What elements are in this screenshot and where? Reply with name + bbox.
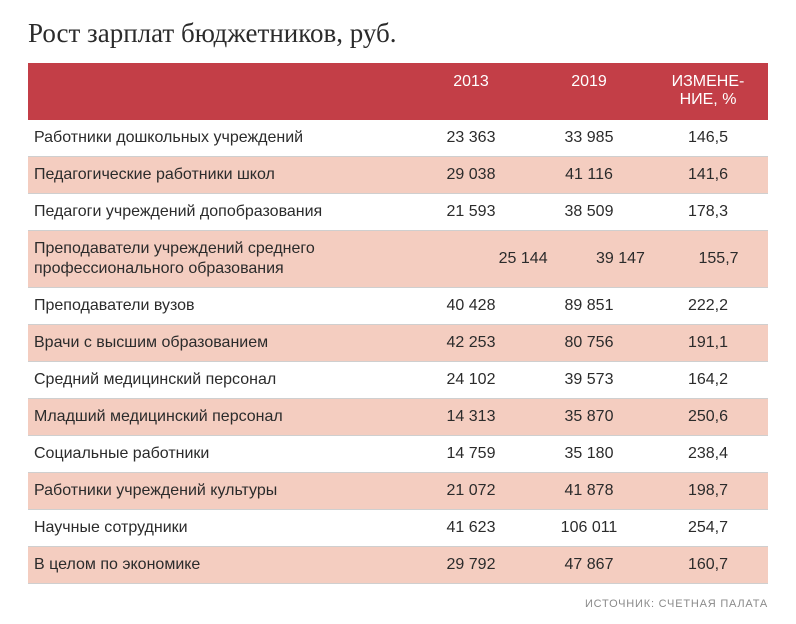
table-row: Педагоги учреждений допобразования21 593… xyxy=(28,194,768,231)
row-year1: 29 792 xyxy=(412,548,530,582)
row-label: Научные сотрудники xyxy=(28,510,412,546)
row-year2: 39 573 xyxy=(530,363,648,397)
row-year2: 89 851 xyxy=(530,289,648,323)
row-year2: 80 756 xyxy=(530,326,648,360)
row-change: 164,2 xyxy=(648,363,768,397)
row-label: Преподаватели вузов xyxy=(28,288,412,324)
table-header: 2013 2019 ИЗМЕНЕ- НИЕ, % xyxy=(28,63,768,120)
row-label: Работники дошкольных учреждений xyxy=(28,120,412,156)
table-row: Работники учреждений культуры21 07241 87… xyxy=(28,473,768,510)
table-row: Младший медицинский персонал14 31335 870… xyxy=(28,399,768,436)
row-year2: 41 878 xyxy=(530,474,648,508)
table-row: Работники дошкольных учреждений23 36333 … xyxy=(28,120,768,157)
row-change: 191,1 xyxy=(648,326,768,360)
table-row: Врачи с высшим образованием42 25380 7561… xyxy=(28,325,768,362)
table-row: Педагогические работники школ29 03841 11… xyxy=(28,157,768,194)
row-change: 160,7 xyxy=(648,548,768,582)
row-label: Социальные работники xyxy=(28,436,412,472)
row-year2: 41 116 xyxy=(530,158,648,192)
row-year2: 39 147 xyxy=(572,242,669,276)
row-change: 178,3 xyxy=(648,195,768,229)
row-change: 141,6 xyxy=(648,158,768,192)
row-year2: 47 867 xyxy=(530,548,648,582)
row-year1: 29 038 xyxy=(412,158,530,192)
header-change: ИЗМЕНЕ- НИЕ, % xyxy=(648,63,768,120)
row-label: Младший медицинский персонал xyxy=(28,399,412,435)
row-year2: 38 509 xyxy=(530,195,648,229)
row-change: 250,6 xyxy=(648,400,768,434)
row-label: Средний медицинский персонал xyxy=(28,362,412,398)
row-change: 198,7 xyxy=(648,474,768,508)
row-year2: 35 180 xyxy=(530,437,648,471)
row-label: Работники учреждений культуры xyxy=(28,473,412,509)
source-caption: ИСТОЧНИК: СЧЕТНАЯ ПАЛАТА xyxy=(28,598,768,610)
row-change: 155,7 xyxy=(669,242,768,276)
row-change: 254,7 xyxy=(648,511,768,545)
table-row: Научные сотрудники41 623106 011254,7 xyxy=(28,510,768,547)
row-label: Педагоги учреждений допобразования xyxy=(28,194,412,230)
table-row: Преподаватели учреждений среднего профес… xyxy=(28,231,768,288)
row-year1: 25 144 xyxy=(474,242,571,276)
row-year1: 42 253 xyxy=(412,326,530,360)
row-label: Врачи с высшим образованием xyxy=(28,325,412,361)
header-year2: 2019 xyxy=(530,63,648,120)
row-year1: 40 428 xyxy=(412,289,530,323)
row-year1: 41 623 xyxy=(412,511,530,545)
row-label: В целом по экономике xyxy=(28,547,412,583)
row-change: 222,2 xyxy=(648,289,768,323)
table-body: Работники дошкольных учреждений23 36333 … xyxy=(28,120,768,584)
row-change: 238,4 xyxy=(648,437,768,471)
header-year1: 2013 xyxy=(412,63,530,120)
row-label: Преподаватели учреждений среднего профес… xyxy=(28,231,474,287)
header-label-col xyxy=(28,63,412,120)
page-title: Рост зарплат бюджетников, руб. xyxy=(28,18,768,49)
row-year1: 23 363 xyxy=(412,121,530,155)
header-change-line1: ИЗМЕНЕ- xyxy=(672,73,745,90)
header-change-line2: НИЕ, % xyxy=(680,91,737,108)
row-year2: 35 870 xyxy=(530,400,648,434)
row-label: Педагогические работники школ xyxy=(28,157,412,193)
row-year1: 24 102 xyxy=(412,363,530,397)
table-row: Преподаватели вузов40 42889 851222,2 xyxy=(28,288,768,325)
table-row: В целом по экономике29 79247 867160,7 xyxy=(28,547,768,584)
table-row: Социальные работники14 75935 180238,4 xyxy=(28,436,768,473)
row-year1: 14 313 xyxy=(412,400,530,434)
row-year1: 21 593 xyxy=(412,195,530,229)
table-row: Средний медицинский персонал24 10239 573… xyxy=(28,362,768,399)
row-year2: 106 011 xyxy=(530,511,648,545)
row-year2: 33 985 xyxy=(530,121,648,155)
row-year1: 21 072 xyxy=(412,474,530,508)
row-change: 146,5 xyxy=(648,121,768,155)
row-year1: 14 759 xyxy=(412,437,530,471)
